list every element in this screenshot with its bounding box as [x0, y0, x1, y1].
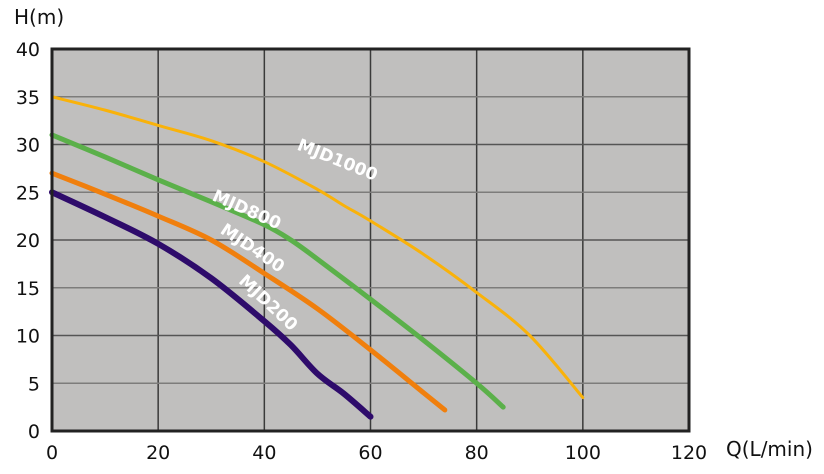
x-tick-label: 20: [146, 442, 170, 464]
curves: [49, 95, 585, 420]
plot-frame: [50, 47, 691, 433]
y-axis-ticks: 0 5 10 15 20 25 30 35 40: [16, 39, 40, 443]
y-tick-label: 25: [16, 182, 40, 204]
curve-mjd1000: [50, 95, 585, 400]
grid-lines: [52, 49, 689, 431]
x-tick-label: 40: [252, 442, 276, 464]
curve-mjd200: [49, 189, 374, 420]
y-tick-label: 15: [16, 278, 40, 300]
y-tick-label: 10: [16, 326, 40, 348]
x-axis-ticks: 0 20 40 60 80 100 120: [46, 442, 707, 464]
y-tick-label: 20: [16, 230, 40, 252]
x-tick-label: 120: [671, 442, 707, 464]
x-tick-label: 100: [565, 442, 601, 464]
y-tick-label: 0: [28, 421, 40, 443]
x-tick-label: 80: [465, 442, 489, 464]
x-tick-label: 0: [46, 442, 58, 464]
y-tick-label: 40: [16, 39, 40, 61]
y-axis-title: H(m): [14, 5, 64, 29]
y-tick-label: 30: [16, 135, 40, 157]
y-tick-label: 35: [16, 87, 40, 109]
curve-mjd400: [49, 170, 448, 413]
y-tick-label: 5: [28, 373, 40, 395]
x-axis-title: Q(L/min): [726, 437, 813, 461]
curve-mjd800: [49, 132, 506, 410]
x-tick-label: 60: [358, 442, 382, 464]
